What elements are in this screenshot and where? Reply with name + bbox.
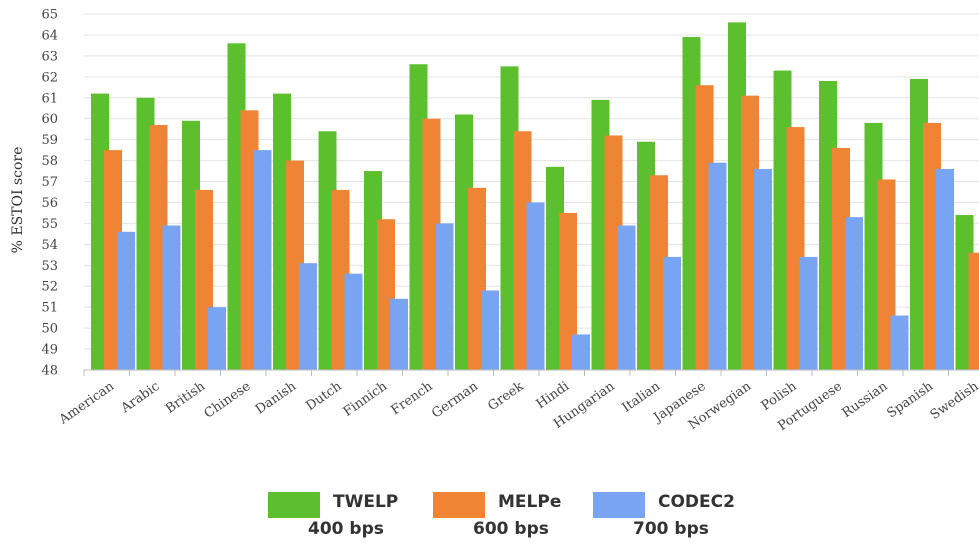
bar-codec2 xyxy=(344,273,363,370)
bar-codec2 xyxy=(572,334,590,370)
legend-series-name: TWELP xyxy=(333,492,398,512)
y-tick-label: 57 xyxy=(41,175,58,190)
bar-codec2 xyxy=(663,256,681,370)
legend: TWELP 400 bps MELPe 600 bps CODEC2 700 bps xyxy=(268,492,735,539)
y-tick-label: 52 xyxy=(41,280,58,295)
x-tick-label: Hindi xyxy=(534,379,572,412)
y-tick-label: 49 xyxy=(41,343,58,358)
y-axis-label: % ESTOI score xyxy=(10,147,26,254)
bar-codec2 xyxy=(481,290,499,370)
y-tick-label: 56 xyxy=(41,196,58,211)
y-tick-label: 63 xyxy=(41,49,58,64)
legend-swatch-codec2 xyxy=(593,492,645,518)
bar-codec2 xyxy=(754,168,772,370)
x-tick-label: French xyxy=(388,379,436,419)
x-tick-label: Arabic xyxy=(118,379,163,417)
legend-series-rate: 400 bps xyxy=(308,519,384,539)
y-tick-label: 65 xyxy=(41,8,58,23)
y-tick-label: 61 xyxy=(41,91,58,106)
bar-codec2 xyxy=(890,315,909,370)
x-tick-label: Danish xyxy=(253,379,300,418)
bar-codec2 xyxy=(526,202,545,370)
legend-series-rate: 600 bps xyxy=(473,519,549,539)
bar-codec2 xyxy=(117,231,135,370)
y-tick-label: 50 xyxy=(41,322,58,337)
bar-codec2 xyxy=(936,168,954,370)
x-tick-label: Dutch xyxy=(303,379,345,414)
bar-codec2 xyxy=(845,217,863,370)
x-tick-label: German xyxy=(429,379,481,422)
legend-series-name: MELPe xyxy=(498,492,561,512)
x-tick-label: American xyxy=(56,379,118,428)
bar-codec2 xyxy=(617,225,636,370)
y-tick-label: 48 xyxy=(41,364,58,379)
y-tick-label: 62 xyxy=(41,70,58,85)
y-tick-label: 60 xyxy=(41,112,58,127)
bar-codec2 xyxy=(299,263,317,370)
x-tick-label: Chinese xyxy=(202,379,254,422)
bar-melpe xyxy=(968,252,979,370)
bar-codec2 xyxy=(708,162,727,370)
bar-codec2 xyxy=(162,225,181,370)
y-tick-label: 53 xyxy=(41,259,58,274)
legend-swatch-melpe xyxy=(433,492,485,518)
x-tick-label: Greek xyxy=(485,379,526,414)
x-tick-label: Swedish xyxy=(928,379,979,423)
bar-codec2 xyxy=(799,256,818,370)
x-tick-label: Finnich xyxy=(341,379,391,420)
bar-codec2 xyxy=(390,298,408,370)
y-tick-label: 64 xyxy=(41,28,58,43)
y-tick-label: 54 xyxy=(41,238,58,253)
y-tick-label: 59 xyxy=(41,133,58,148)
bar-melpe xyxy=(559,212,577,370)
legend-series-name: CODEC2 xyxy=(658,492,735,512)
y-tick-label: 51 xyxy=(41,301,58,316)
x-tick-label: Russian xyxy=(840,379,892,421)
x-tick-label: Spanish xyxy=(884,379,936,422)
bars xyxy=(91,22,979,371)
y-tick-label: 58 xyxy=(41,154,58,169)
y-tick-label: 55 xyxy=(41,217,58,232)
bar-codec2 xyxy=(253,150,272,370)
legend-swatch-twelp xyxy=(268,492,320,518)
legend-series-rate: 700 bps xyxy=(633,519,709,539)
bar-codec2 xyxy=(208,307,226,370)
bar-codec2 xyxy=(435,223,454,370)
